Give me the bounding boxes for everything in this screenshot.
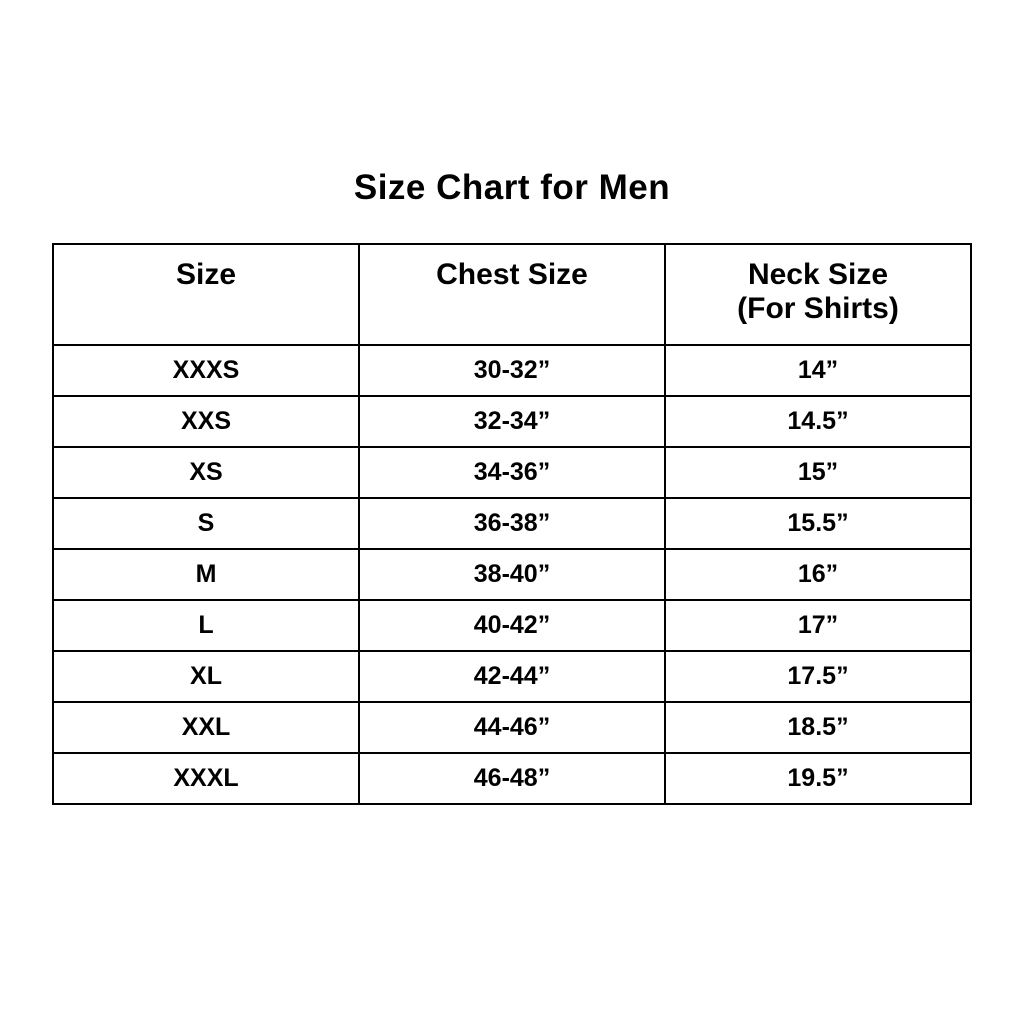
table-row: S 36-38” 15.5” [52,497,972,550]
cell-chest: 44-46” [358,701,666,754]
cell-chest: 38-40” [358,548,666,601]
cell-neck: 16” [664,548,972,601]
table-row: XXS 32-34” 14.5” [52,395,972,448]
cell-size: XS [52,446,360,499]
cell-neck: 18.5” [664,701,972,754]
cell-chest: 34-36” [358,446,666,499]
cell-size: M [52,548,360,601]
table-row: XS 34-36” 15” [52,446,972,499]
header-row: Size Chest Size Neck Size (For Shirts) [52,243,972,346]
cell-size: XXXL [52,752,360,805]
cell-neck: 19.5” [664,752,972,805]
cell-neck: 15” [664,446,972,499]
page-title: Size Chart for Men [353,168,671,207]
column-header-neck-size-line1: Neck Size [747,258,889,291]
cell-size: XXS [52,395,360,448]
cell-chest: 36-38” [358,497,666,550]
table-row: XXXS 30-32” 14” [52,344,972,397]
cell-neck: 17.5” [664,650,972,703]
column-header-neck-size: Neck Size (For Shirts) [664,243,972,346]
cell-size: XXXS [52,344,360,397]
column-header-chest-size: Chest Size [358,243,666,346]
table-header: Size Chest Size Neck Size (For Shirts) [52,243,972,346]
table-row: L 40-42” 17” [52,599,972,652]
table-body: XXXS 30-32” 14” XXS 32-34” 14.5” XS 34-36” 15” S 3… [52,344,972,805]
cell-neck: 14.5” [664,395,972,448]
cell-neck: 15.5” [664,497,972,550]
column-header-neck-size-line2: (For Shirts) [737,292,899,325]
cell-chest: 32-34” [358,395,666,448]
cell-size: XXL [52,701,360,754]
cell-size: L [52,599,360,652]
cell-size: S [52,497,360,550]
table-row: XXXL 46-48” 19.5” [52,752,972,805]
cell-chest: 40-42” [358,599,666,652]
table-row: M 38-40” 16” [52,548,972,601]
table-row: XL 42-44” 17.5” [52,650,972,703]
cell-chest: 42-44” [358,650,666,703]
size-chart-table: Size Chest Size Neck Size (For Shirts) X… [52,243,972,805]
table-row: XXL 44-46” 18.5” [52,701,972,754]
cell-chest: 30-32” [358,344,666,397]
column-header-size: Size [52,243,360,346]
cell-size: XL [52,650,360,703]
cell-neck: 14” [664,344,972,397]
cell-neck: 17” [664,599,972,652]
cell-chest: 46-48” [358,752,666,805]
